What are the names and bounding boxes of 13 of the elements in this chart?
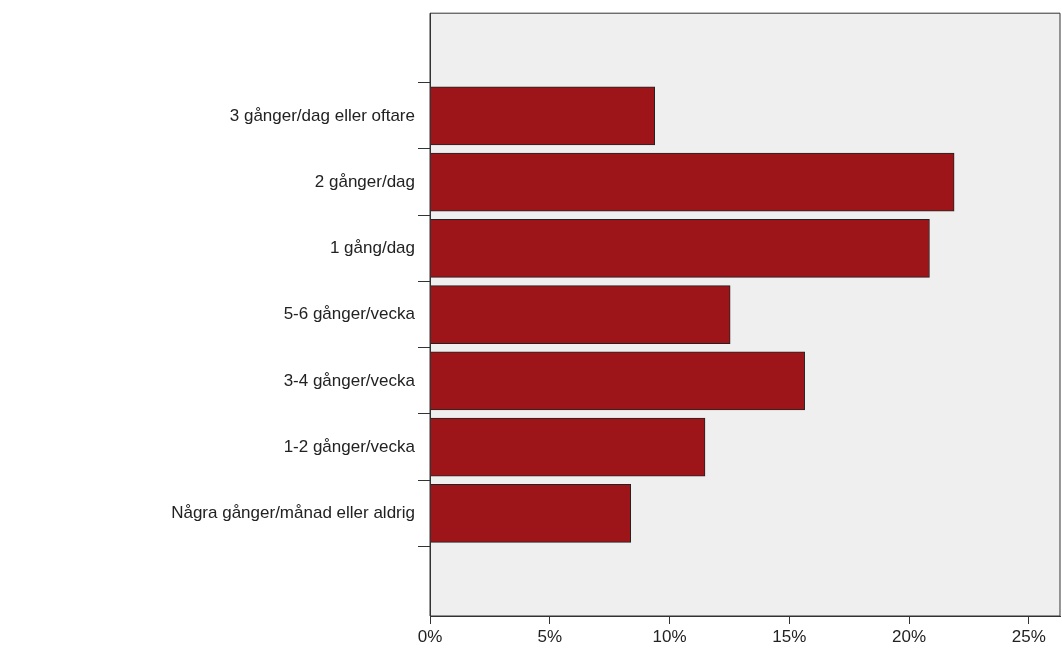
y-tick-label: 1 gång/dag (329, 238, 415, 258)
x-tick-label: 5% (537, 626, 563, 646)
y-tick-label: 3-4 gånger/vecka (283, 370, 416, 390)
y-tick-label: Några gånger/månad eller aldrig (171, 503, 415, 523)
y-tick-label: 3 gånger/dag eller oftare (229, 105, 415, 125)
y-tick-label: 1-2 gånger/vecka (283, 436, 416, 456)
y-tick-label: 5-6 gånger/vecka (283, 304, 416, 324)
x-tick-label: 15% (772, 626, 807, 646)
x-tick-label: 25% (1011, 626, 1046, 646)
x-tick-label: 20% (892, 626, 927, 646)
x-tick-label: 0% (417, 626, 443, 646)
x-tick-label: 10% (652, 626, 687, 646)
y-tick-label: 2 gånger/dag (314, 171, 415, 191)
